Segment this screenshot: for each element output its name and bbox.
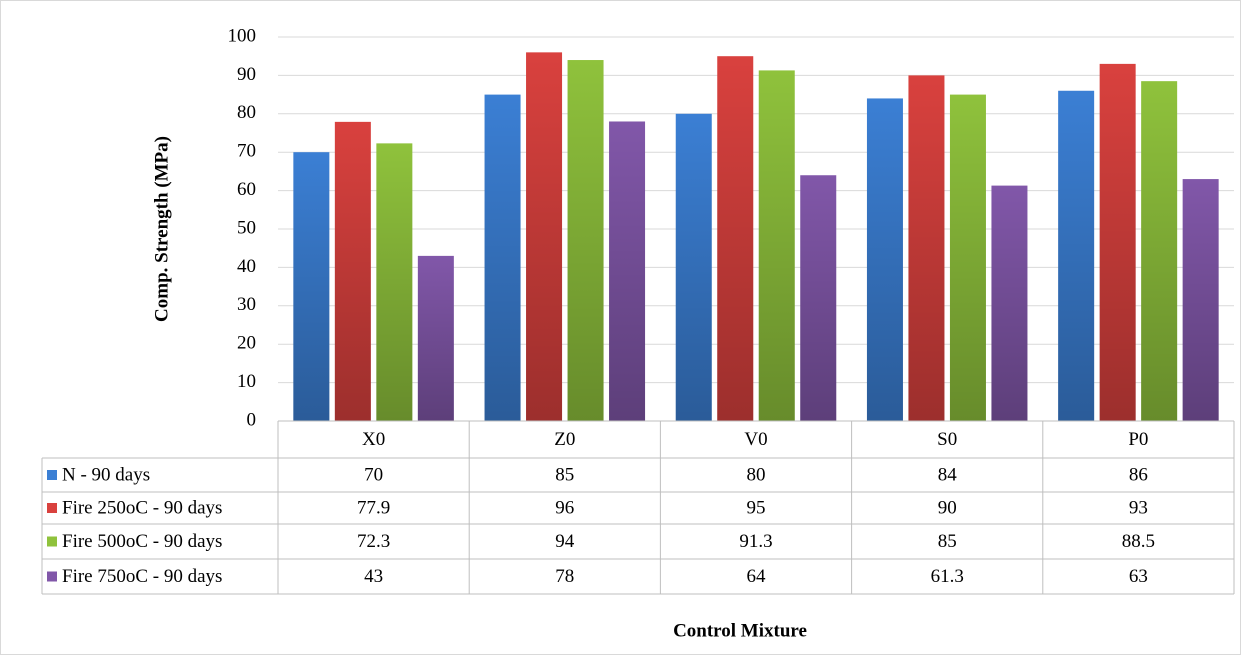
table-value: 96: [555, 497, 574, 518]
y-tick-label: 80: [237, 102, 256, 123]
x-tick-label: Z0: [554, 429, 575, 450]
bar-shade: [334, 121, 371, 421]
x-tick-label: V0: [744, 429, 767, 450]
bar-shade: [908, 75, 945, 422]
table-value: 93: [1129, 497, 1148, 518]
table-value: 94: [555, 531, 575, 552]
bar-shade: [949, 94, 986, 421]
bar-shade: [1182, 179, 1219, 421]
table-value: 64: [747, 566, 767, 587]
legend-label: Fire 750oC - 90 days: [62, 566, 222, 587]
y-tick-label: 30: [237, 294, 256, 315]
legend-key: [47, 503, 57, 513]
bar-shade: [1141, 81, 1178, 421]
table-value: 84: [938, 464, 958, 485]
table-value: 85: [555, 464, 574, 485]
y-tick-label: 90: [237, 64, 256, 85]
y-tick-label: 0: [247, 409, 257, 430]
bar-shade: [1099, 63, 1136, 421]
bar-shade: [866, 98, 903, 421]
bar-shade: [609, 121, 646, 421]
y-tick-label: 10: [237, 371, 256, 392]
legend-key: [47, 536, 57, 547]
bar-shade: [526, 52, 563, 422]
table-value: 91.3: [739, 531, 772, 552]
bar-shade: [484, 94, 521, 421]
x-tick-label: P0: [1128, 429, 1148, 450]
y-tick-label: 40: [237, 256, 256, 277]
bar-shade: [675, 113, 712, 422]
table-value: 43: [364, 566, 383, 587]
x-tick-label: S0: [937, 429, 957, 450]
y-tick-label: 100: [228, 25, 257, 46]
bar-shade: [376, 143, 413, 422]
bar-shade: [567, 60, 604, 421]
bar-shade: [991, 185, 1028, 421]
bar-shade: [1058, 90, 1095, 421]
bar-shade: [293, 152, 330, 421]
table-value: 80: [747, 464, 766, 485]
table-value: 85: [938, 531, 957, 552]
legend-label: Fire 250oC - 90 days: [62, 497, 222, 518]
y-tick-label: 70: [237, 141, 256, 162]
table-value: 78: [555, 566, 574, 587]
legend-label: N - 90 days: [62, 464, 150, 485]
y-tick-label: 50: [237, 217, 256, 238]
legend-key: [47, 571, 57, 582]
bar-shade: [758, 70, 795, 422]
legend-label: Fire 500oC - 90 days: [62, 531, 222, 552]
y-axis-label: Comp. Strength (MPa): [151, 136, 172, 322]
bar-shade: [417, 255, 454, 421]
x-tick-label: X0: [362, 429, 385, 450]
bar-shade: [717, 56, 754, 421]
table-value: 95: [747, 497, 766, 518]
table-value: 90: [938, 497, 957, 518]
legend-key: [47, 470, 57, 480]
table-value: 86: [1129, 464, 1148, 485]
table-value: 61.3: [931, 566, 964, 587]
bar-shade: [800, 175, 837, 421]
y-tick-label: 60: [237, 179, 256, 200]
table-value: 63: [1129, 566, 1148, 587]
table-value: 70: [364, 464, 383, 485]
x-axis-label: Control Mixture: [673, 620, 807, 641]
table-value: 88.5: [1122, 531, 1155, 552]
table-value: 77.9: [357, 497, 390, 518]
table-value: 72.3: [357, 531, 390, 552]
y-tick-label: 20: [237, 333, 256, 354]
